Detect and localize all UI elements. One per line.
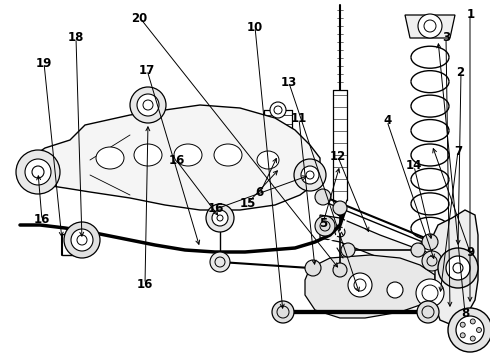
Circle shape (460, 333, 465, 338)
Text: 14: 14 (406, 159, 422, 172)
Ellipse shape (134, 144, 162, 166)
Circle shape (438, 248, 478, 288)
Ellipse shape (174, 144, 202, 166)
Text: 8: 8 (462, 307, 469, 320)
Text: 2: 2 (457, 66, 465, 78)
Circle shape (448, 308, 490, 352)
Circle shape (422, 251, 442, 271)
Text: 17: 17 (139, 64, 155, 77)
Text: 4: 4 (383, 114, 391, 127)
Circle shape (460, 322, 465, 327)
Circle shape (16, 150, 60, 194)
Circle shape (416, 279, 444, 307)
Circle shape (137, 94, 159, 116)
Text: 1: 1 (466, 8, 474, 21)
Circle shape (341, 243, 355, 257)
Circle shape (470, 319, 475, 324)
Ellipse shape (96, 147, 124, 169)
Text: 3: 3 (442, 31, 450, 44)
Circle shape (418, 14, 442, 38)
Text: 18: 18 (68, 31, 84, 44)
Circle shape (422, 234, 438, 250)
Polygon shape (20, 105, 320, 210)
Text: 12: 12 (330, 150, 346, 163)
Circle shape (212, 210, 228, 226)
Circle shape (206, 204, 234, 232)
Circle shape (333, 263, 347, 277)
Circle shape (411, 243, 425, 257)
Text: 7: 7 (454, 145, 462, 158)
Text: 9: 9 (466, 246, 474, 258)
Circle shape (270, 102, 286, 118)
Circle shape (315, 189, 331, 205)
Circle shape (25, 159, 51, 185)
Polygon shape (398, 278, 462, 298)
Polygon shape (432, 210, 478, 325)
Circle shape (64, 222, 100, 258)
Polygon shape (305, 255, 435, 318)
Text: 20: 20 (131, 12, 148, 24)
Circle shape (130, 87, 166, 123)
Circle shape (348, 273, 372, 297)
Polygon shape (405, 15, 455, 38)
Circle shape (315, 216, 335, 236)
Circle shape (456, 316, 484, 344)
Ellipse shape (214, 144, 242, 166)
Text: 11: 11 (291, 112, 307, 125)
Polygon shape (320, 215, 435, 268)
Text: 5: 5 (319, 217, 327, 230)
Circle shape (476, 328, 482, 333)
Text: 6: 6 (256, 186, 264, 199)
Circle shape (446, 256, 470, 280)
Text: 15: 15 (239, 197, 256, 210)
Circle shape (305, 260, 321, 276)
Circle shape (301, 166, 319, 184)
Text: 16: 16 (33, 213, 50, 226)
Circle shape (272, 301, 294, 323)
Circle shape (210, 252, 230, 272)
Circle shape (333, 201, 347, 215)
Text: 19: 19 (36, 57, 52, 69)
Circle shape (470, 336, 475, 341)
Text: 13: 13 (281, 76, 297, 89)
Text: 16: 16 (207, 202, 224, 215)
Circle shape (387, 282, 403, 298)
Circle shape (71, 229, 93, 251)
Text: 16: 16 (168, 154, 185, 167)
Ellipse shape (257, 151, 279, 169)
Circle shape (294, 159, 326, 191)
Text: 16: 16 (136, 278, 153, 291)
Circle shape (417, 301, 439, 323)
Text: 10: 10 (246, 21, 263, 33)
